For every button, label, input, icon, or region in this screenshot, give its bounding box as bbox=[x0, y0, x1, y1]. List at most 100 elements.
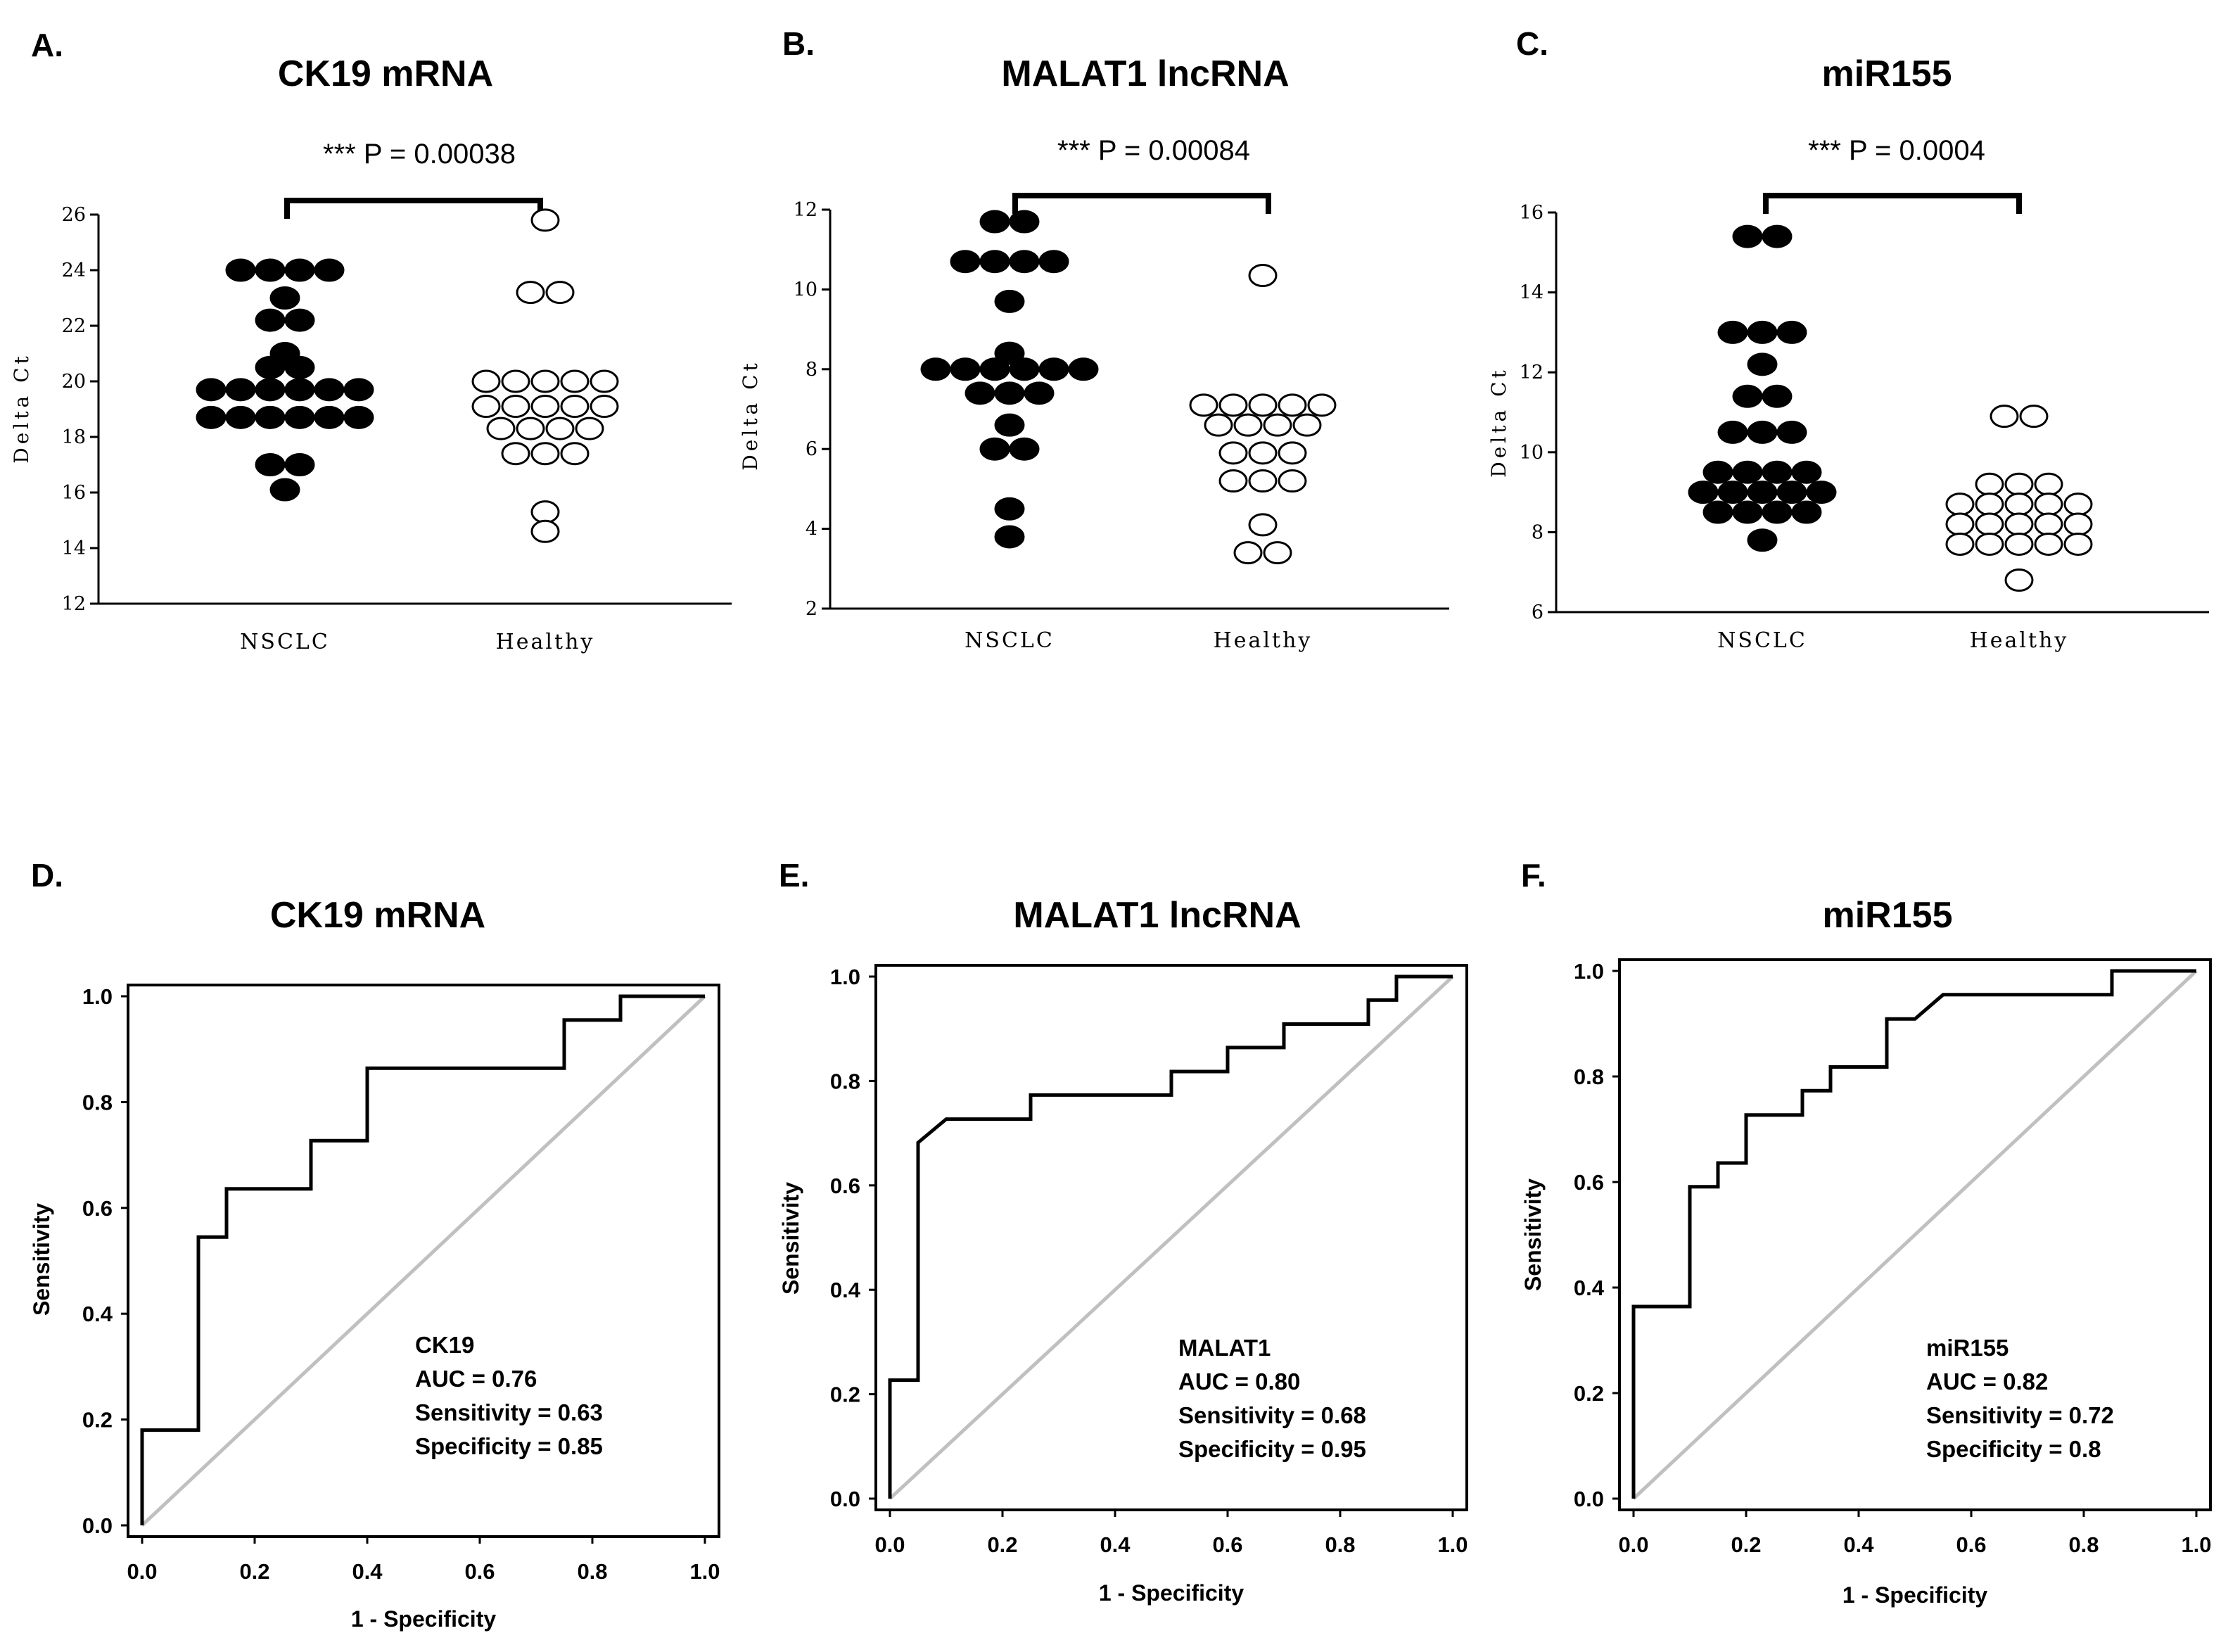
y-tick-label: 0.8 bbox=[830, 1069, 860, 1093]
nsclc-point bbox=[1747, 481, 1778, 504]
x-tick-label: 0.8 bbox=[2068, 1532, 2099, 1557]
stats-line: Sensitivity = 0.72 bbox=[1926, 1402, 2114, 1428]
plot-frame bbox=[127, 984, 720, 1538]
healthy-point bbox=[1204, 413, 1233, 437]
plot-frame bbox=[1618, 958, 2212, 1511]
stats-line: Specificity = 0.8 bbox=[1926, 1436, 2101, 1462]
healthy-point bbox=[575, 417, 604, 440]
x-axis-label: 1 - Specificity bbox=[1099, 1580, 1245, 1606]
dot-plot-3: C. miR155 *** P = 0.0004 6 8 10 12 14 16 Delta Ct… bbox=[1487, 25, 2209, 653]
chart-title: CK19 mRNA bbox=[270, 895, 485, 936]
y-axis-label: Sensitivity bbox=[778, 1182, 803, 1295]
healthy-point bbox=[2034, 493, 2063, 516]
y-tick-label: 0.8 bbox=[82, 1090, 113, 1114]
healthy-point bbox=[1248, 264, 1278, 288]
nsclc-point bbox=[269, 286, 300, 310]
nsclc-point bbox=[979, 357, 1010, 381]
y-tick-label: 12 bbox=[794, 199, 817, 221]
y-tick-label: 0.4 bbox=[830, 1278, 861, 1302]
nsclc-point bbox=[255, 258, 286, 282]
x-tick-label: 0.4 bbox=[1843, 1532, 1874, 1557]
nsclc-point bbox=[1688, 481, 1719, 504]
nsclc-point bbox=[1776, 481, 1807, 504]
y-tick-label: 6 bbox=[806, 438, 817, 460]
healthy-point bbox=[1975, 512, 2004, 536]
y-tick-label: 8 bbox=[806, 359, 817, 381]
nsclc-point bbox=[1717, 320, 1748, 344]
category-label: Healthy bbox=[1214, 628, 1313, 653]
significance-bracket bbox=[1012, 193, 1271, 214]
y-tick-label: 16 bbox=[1520, 202, 1543, 224]
significance-bracket bbox=[1763, 193, 2022, 214]
healthy-point bbox=[2034, 472, 2063, 496]
nsclc-point bbox=[994, 341, 1025, 365]
healthy-point bbox=[1945, 512, 1975, 536]
nsclc-point bbox=[1791, 500, 1822, 524]
x-tick-label: 0.8 bbox=[577, 1559, 607, 1584]
nsclc-point bbox=[994, 497, 1025, 521]
chart-title: miR155 bbox=[1823, 895, 1953, 936]
healthy-point bbox=[2004, 472, 2034, 496]
healthy-point bbox=[2063, 532, 2093, 556]
roc-plot-2: E. MALAT1 lncRNA 0.0 0.2 0.4 0.6 0.8 1.0 0.0 0.2 0… bbox=[778, 857, 1468, 1606]
y-tick-label: 0.8 bbox=[1574, 1065, 1604, 1089]
stats-line: CK19 bbox=[415, 1332, 474, 1358]
x-tick-label: 1.0 bbox=[2181, 1532, 2211, 1557]
roc-curve bbox=[140, 994, 705, 1525]
y-tick-label: 20 bbox=[62, 371, 86, 393]
healthy-point bbox=[501, 395, 530, 419]
healthy-point bbox=[590, 369, 619, 393]
healthy-point bbox=[1975, 493, 2004, 516]
nsclc-point bbox=[965, 381, 995, 405]
y-tick-label: 0.0 bbox=[82, 1513, 113, 1538]
nsclc-point bbox=[255, 453, 286, 476]
healthy-point bbox=[1218, 469, 1248, 493]
roc-plot-3: F. miR155 0.0 0.2 0.4 0.6 0.8 1.0 0.0 0.2 0.4 0.6 0.… bbox=[1520, 857, 2212, 1608]
nsclc-point bbox=[1776, 320, 1807, 344]
healthy-point bbox=[1278, 441, 1307, 465]
chart-title: CK19 mRNA bbox=[278, 53, 493, 94]
nsclc-point bbox=[1009, 250, 1040, 274]
nsclc-point bbox=[1009, 210, 1040, 234]
stats-line: Specificity = 0.95 bbox=[1178, 1436, 1366, 1462]
stats-line: MALAT1 bbox=[1178, 1335, 1271, 1361]
nsclc-point bbox=[284, 378, 315, 402]
healthy-point bbox=[2004, 568, 2034, 592]
healthy-point bbox=[1233, 413, 1263, 437]
nsclc-point bbox=[269, 478, 300, 502]
nsclc-point bbox=[196, 405, 227, 429]
panel-letter: E. bbox=[779, 857, 809, 894]
nsclc-point bbox=[1717, 481, 1748, 504]
nsclc-point bbox=[284, 405, 315, 429]
y-tick-label: 0.4 bbox=[82, 1302, 113, 1326]
nsclc-point bbox=[1747, 320, 1778, 344]
nsclc-point bbox=[314, 378, 345, 402]
roc-curve bbox=[888, 974, 1453, 1499]
nsclc-point bbox=[255, 355, 286, 379]
nsclc-point bbox=[255, 405, 286, 429]
category-label: NSCLC bbox=[965, 628, 1055, 653]
healthy-point bbox=[530, 500, 560, 524]
nsclc-point bbox=[1776, 420, 1807, 444]
nsclc-point bbox=[1732, 224, 1763, 248]
nsclc-point bbox=[1791, 460, 1822, 484]
nsclc-point bbox=[979, 250, 1010, 274]
p-value-label: *** P = 0.00084 bbox=[1057, 135, 1250, 166]
y-tick-label: 8 bbox=[1532, 521, 1543, 543]
p-value-label: *** P = 0.0004 bbox=[1808, 135, 1985, 166]
nsclc-point bbox=[1747, 528, 1778, 552]
category-label: Healthy bbox=[1970, 628, 2069, 653]
stats-line: miR155 bbox=[1926, 1335, 2009, 1361]
x-axis-label: 1 - Specificity bbox=[1842, 1582, 1988, 1608]
nsclc-point bbox=[994, 289, 1025, 313]
x-tick-label: 0.6 bbox=[1956, 1532, 1986, 1557]
nsclc-point bbox=[225, 258, 256, 282]
panel-letter: F. bbox=[1521, 857, 1546, 894]
panel-letter: A. bbox=[31, 27, 63, 63]
nsclc-point bbox=[979, 210, 1010, 234]
y-axis-label: Delta Ct bbox=[739, 360, 762, 471]
nsclc-point bbox=[920, 357, 951, 381]
y-tick-label: 0.2 bbox=[830, 1383, 860, 1407]
nsclc-point bbox=[1732, 460, 1763, 484]
healthy-point bbox=[1248, 441, 1278, 465]
